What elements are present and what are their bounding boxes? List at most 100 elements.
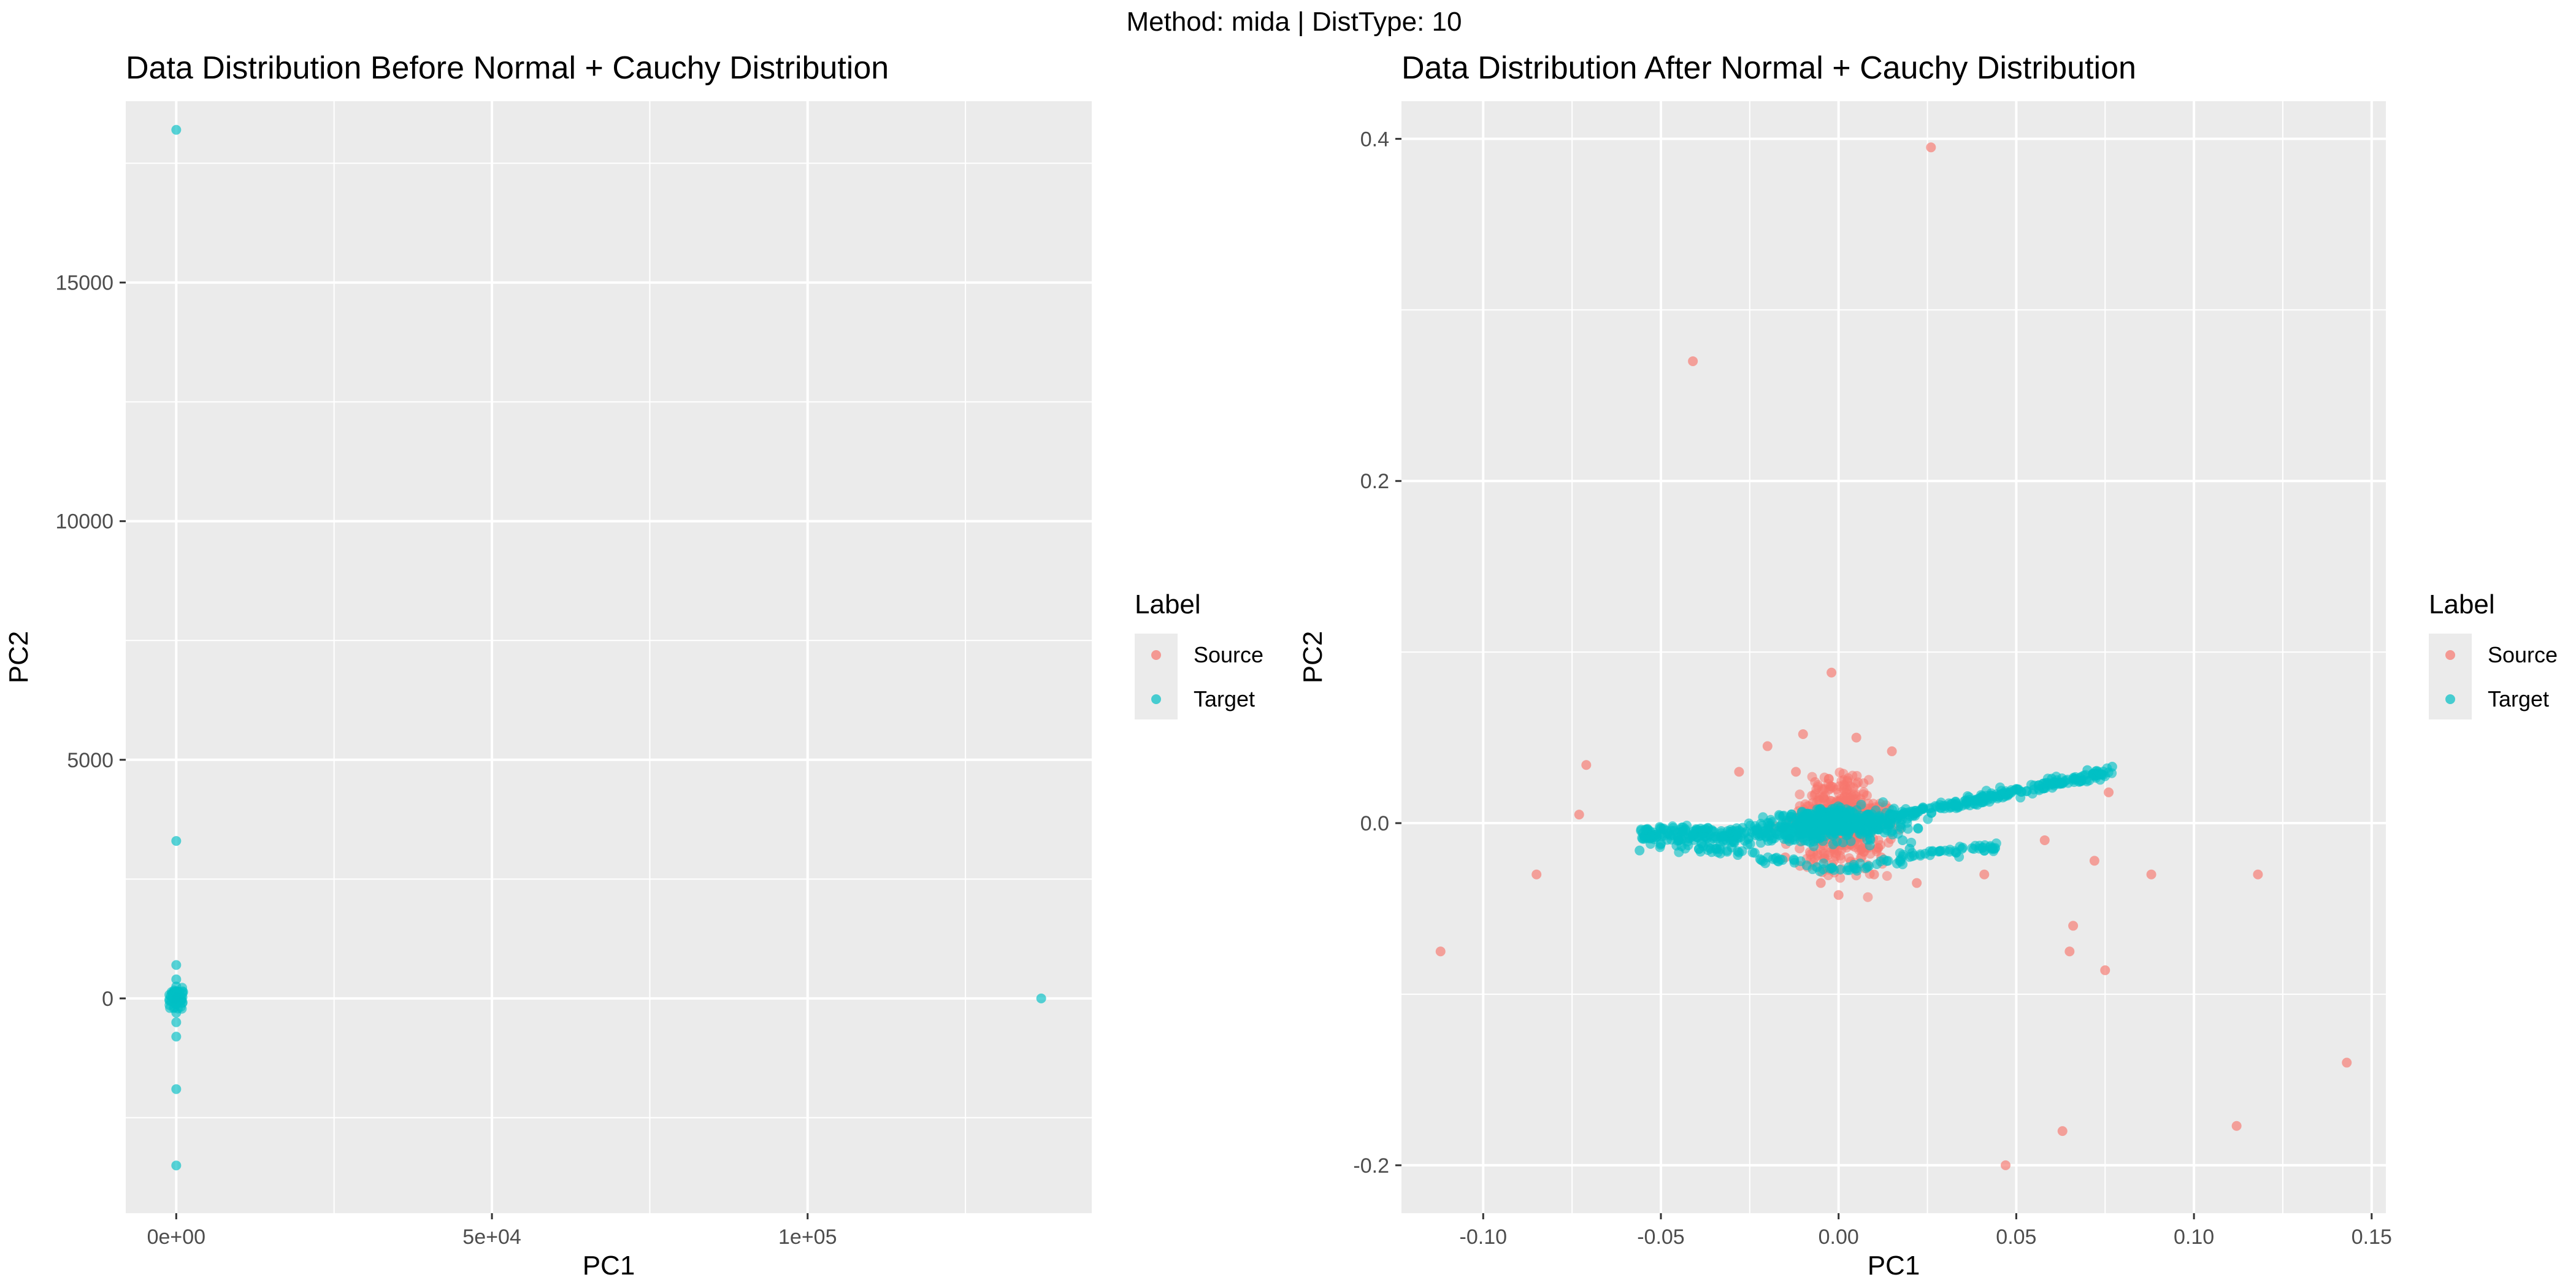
point-target [1681, 826, 1691, 836]
point-source [1839, 775, 1849, 785]
point-source [1815, 878, 1826, 888]
point-target [1828, 839, 1838, 849]
point-target [1750, 821, 1760, 831]
point-target [1865, 835, 1876, 845]
point-target [171, 1160, 182, 1171]
point-target [1872, 859, 1882, 869]
point-target [171, 974, 182, 984]
point-target [1758, 812, 1768, 822]
point-target [1709, 834, 1719, 844]
point-source [1912, 878, 1922, 888]
point-target [1906, 837, 1917, 848]
point-target [1879, 827, 1890, 838]
point-target [171, 1084, 182, 1094]
legend-key-bg [1135, 634, 1178, 719]
point-source [1791, 767, 1801, 777]
point-source [1798, 729, 1808, 740]
point-target [1662, 826, 1672, 836]
point-source [1818, 843, 1828, 854]
point-target [2068, 773, 2079, 783]
point-source [1871, 846, 1882, 857]
point-source [1842, 784, 1853, 794]
point-source [2064, 946, 2075, 957]
point-target [1831, 819, 1841, 829]
point-target [1978, 842, 1988, 853]
y-tick-label: 0.0 [1360, 812, 1389, 835]
point-target [1811, 827, 1822, 838]
point-source [1882, 871, 1892, 881]
point-source [2057, 1126, 2068, 1137]
legend-key-source [1151, 650, 1161, 660]
point-target [1885, 818, 1896, 828]
point-target [2029, 784, 2039, 795]
point-target [2096, 769, 2107, 780]
legend-title: Label [2429, 589, 2495, 619]
point-target [1795, 856, 1806, 867]
point-target [1887, 829, 1898, 840]
point-source [1887, 746, 1897, 756]
point-source [2104, 787, 2114, 797]
y-tick-label: 0.4 [1360, 128, 1389, 151]
point-target [1036, 993, 1046, 1003]
point-target [175, 1002, 186, 1012]
x-tick-label: 1e+05 [778, 1225, 837, 1249]
point-source [1835, 873, 1846, 883]
y-axis-label: PC2 [1298, 631, 1328, 684]
point-source [1833, 890, 1844, 900]
y-tick-label: -0.2 [1353, 1154, 1389, 1178]
point-source [1574, 810, 1584, 820]
point-target [1689, 830, 1699, 840]
point-target [1636, 824, 1646, 835]
point-target [1885, 808, 1895, 819]
point-target [2015, 792, 2026, 803]
legend-label-target: Target [1194, 686, 1255, 711]
point-target [1786, 811, 1796, 822]
chart-after: -0.10 -0.05 0.00 0.05 0.10 0.15 -0.2 0.0 0.2 0.4 D… [1298, 50, 2558, 1281]
chart-title: Data Distribution After Normal + Cauchy … [1401, 50, 2136, 86]
point-target [1849, 859, 1859, 870]
x-tick-label: 0.15 [2352, 1225, 2392, 1249]
point-target [2012, 784, 2022, 794]
point-source [1823, 773, 1834, 784]
point-source [1581, 760, 1592, 770]
point-target [1862, 862, 1873, 872]
point-target [1930, 801, 1941, 811]
x-tick-label: 0.00 [1819, 1225, 1859, 1249]
figure-suptitle: Method: mida | DistType: 10 [1126, 7, 1462, 37]
point-target [1805, 837, 1815, 848]
point-source [2231, 1121, 2242, 1131]
point-target [1988, 846, 1999, 856]
point-target [1951, 799, 1961, 810]
point-source [1734, 767, 1744, 777]
point-source [1861, 791, 1872, 801]
point-target [2022, 786, 2032, 797]
point-target [169, 994, 180, 1004]
point-target [1763, 828, 1774, 838]
point-target [171, 1017, 182, 1027]
y-axis-label: PC2 [4, 631, 34, 684]
point-source [1795, 789, 1805, 800]
point-source [1435, 946, 1446, 957]
point-target [1878, 797, 1888, 807]
point-target [1916, 804, 1926, 815]
y-tick-label: 5000 [67, 749, 113, 772]
point-target [1655, 840, 1666, 850]
point-target [1703, 845, 1713, 855]
point-target [1635, 845, 1645, 856]
point-target [1991, 838, 2001, 849]
legend-key-source [2445, 650, 2455, 660]
point-target [1815, 804, 1825, 815]
x-tick-label: 0.05 [1996, 1225, 2036, 1249]
chart-title: Data Distribution Before Normal + Cauchy… [126, 50, 889, 86]
point-target [1856, 799, 1866, 810]
y-tick-label: 15000 [55, 272, 113, 295]
point-source [2089, 856, 2099, 866]
point-target [1825, 864, 1836, 874]
point-target [1965, 796, 1975, 807]
point-target [1951, 848, 1961, 858]
point-target [1977, 797, 1988, 808]
point-target [1718, 835, 1728, 845]
legend-key-target [1151, 694, 1161, 704]
point-target [1913, 824, 1923, 834]
